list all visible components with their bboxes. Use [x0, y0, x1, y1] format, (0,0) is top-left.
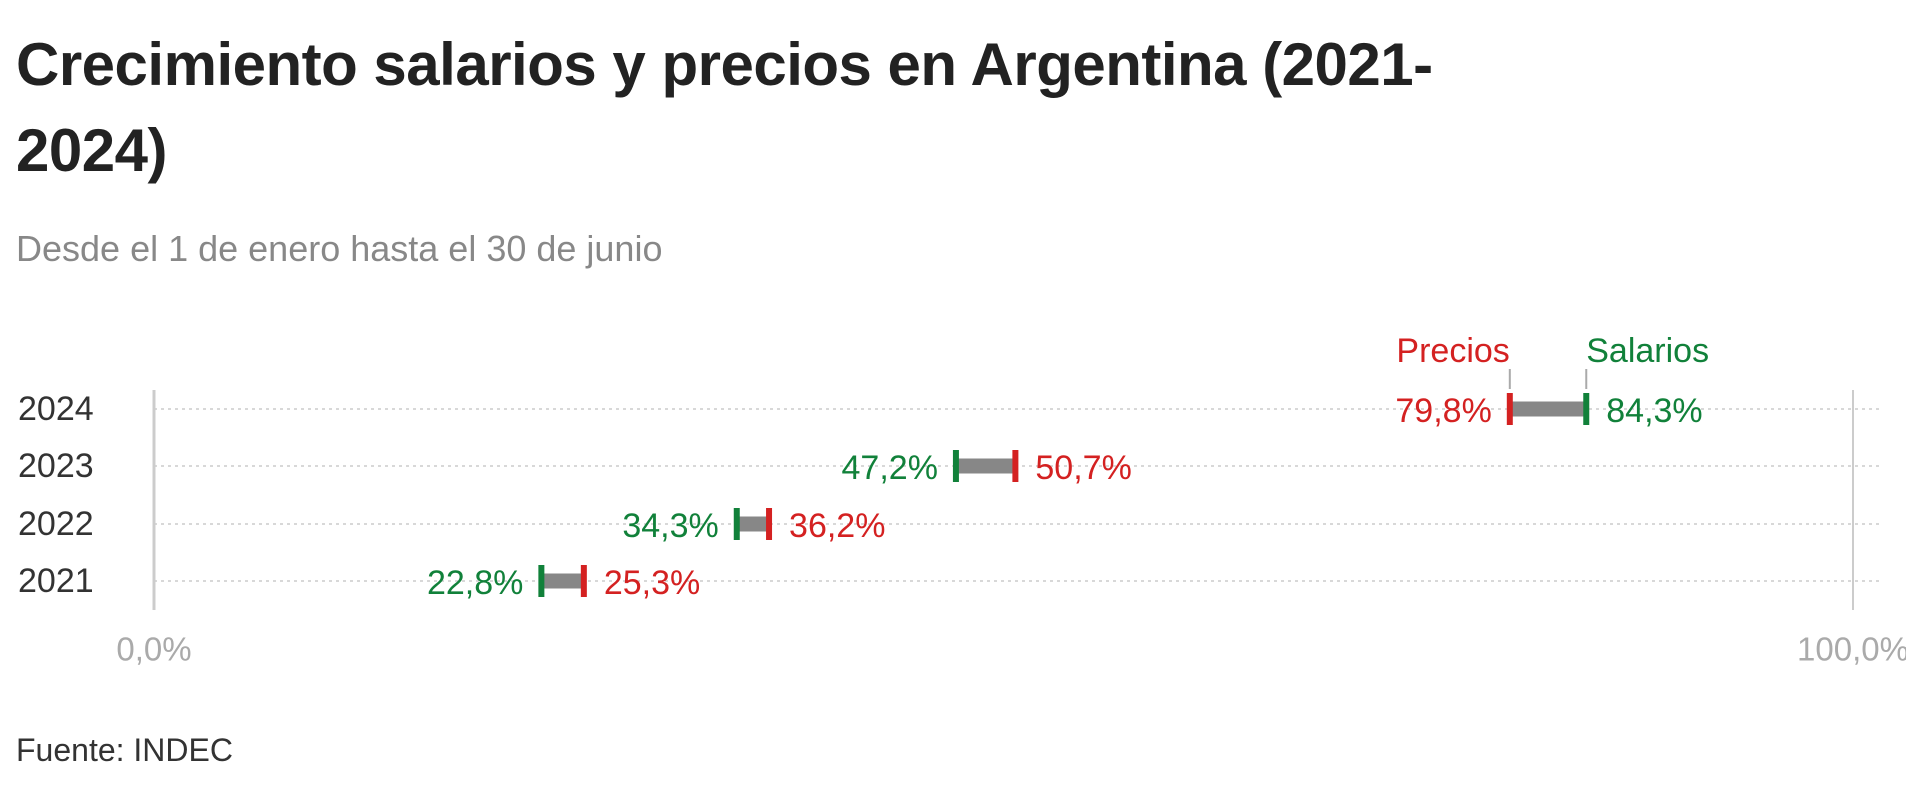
precios-data-label: 50,7%	[1035, 449, 1131, 487]
y-tick-label: 2021	[18, 562, 94, 600]
legend-label-precios: Precios	[1396, 332, 1509, 370]
precios-data-label: 36,2%	[789, 507, 885, 545]
precios-data-label: 25,3%	[604, 564, 700, 602]
source-note: Fuente: INDEC	[16, 732, 233, 768]
salarios-data-label: 84,3%	[1606, 392, 1702, 430]
y-tick-label: 2023	[18, 447, 94, 485]
x-tick-label: 100,0%	[1797, 631, 1906, 668]
chart-subtitle: Desde el 1 de enero hasta el 30 de junio	[16, 228, 663, 269]
precios-data-label: 79,8%	[1395, 392, 1491, 430]
salarios-data-label: 47,2%	[842, 449, 938, 487]
y-tick-label: 2024	[18, 390, 94, 428]
salarios-data-label: 22,8%	[427, 564, 523, 602]
dumbbell-chart: 0,0% 100,0% 2024 79,8% 84,3% 2023 50,7% 47,2% 20…	[18, 332, 1906, 668]
legend-label-salarios: Salarios	[1586, 332, 1709, 370]
chart-title: Crecimiento salarios y precios en Argent…	[16, 31, 1433, 184]
salarios-data-label: 34,3%	[622, 507, 718, 545]
x-tick-label: 0,0%	[116, 631, 191, 668]
y-tick-label: 2022	[18, 505, 94, 543]
